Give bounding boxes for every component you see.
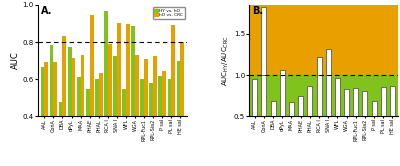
Bar bbox=[54, 62, 57, 116]
Bar bbox=[68, 47, 72, 116]
Bar bbox=[280, 70, 285, 75]
Bar bbox=[307, 86, 312, 116]
Bar bbox=[158, 76, 162, 116]
Text: B.: B. bbox=[252, 6, 263, 16]
Y-axis label: AUC$_{\mathregular{HY}}$/AUC$_{\mathregular{CRC}}$: AUC$_{\mathregular{HY}}$/AUC$_{\mathregu… bbox=[221, 35, 231, 86]
Bar bbox=[280, 75, 285, 116]
Bar bbox=[50, 45, 54, 116]
Bar bbox=[104, 11, 108, 116]
Bar bbox=[90, 15, 94, 116]
Bar bbox=[326, 49, 331, 75]
Bar bbox=[126, 24, 130, 116]
Bar bbox=[44, 62, 48, 116]
Bar bbox=[180, 42, 184, 116]
Legend: HY vs. hO, hO vs. CRC: HY vs. hO, hO vs. CRC bbox=[153, 7, 184, 19]
Bar bbox=[135, 55, 139, 116]
Bar bbox=[62, 36, 66, 116]
Bar bbox=[99, 73, 102, 116]
Bar bbox=[40, 67, 44, 116]
Bar bbox=[362, 91, 368, 116]
Bar bbox=[162, 71, 166, 116]
Bar bbox=[262, 7, 266, 75]
Bar bbox=[95, 79, 99, 116]
Bar bbox=[335, 78, 340, 116]
Bar bbox=[153, 56, 157, 116]
Bar bbox=[262, 75, 266, 116]
Bar bbox=[122, 89, 126, 116]
Bar bbox=[316, 75, 322, 116]
Bar bbox=[344, 89, 349, 116]
Bar bbox=[113, 56, 117, 116]
Bar bbox=[117, 23, 121, 116]
Bar bbox=[353, 88, 358, 116]
Bar bbox=[72, 58, 75, 116]
Bar bbox=[171, 25, 175, 116]
Bar bbox=[270, 101, 276, 116]
Bar bbox=[372, 101, 377, 116]
Bar bbox=[59, 102, 62, 116]
Text: A.: A. bbox=[41, 6, 52, 16]
Bar bbox=[144, 59, 148, 116]
Bar bbox=[77, 77, 81, 116]
Bar bbox=[177, 61, 180, 116]
Bar bbox=[298, 96, 303, 116]
Bar bbox=[249, 75, 398, 116]
Bar bbox=[108, 44, 112, 116]
Bar bbox=[131, 26, 135, 116]
Bar bbox=[316, 57, 322, 75]
Bar bbox=[252, 79, 257, 116]
Bar bbox=[86, 89, 90, 116]
Bar bbox=[81, 55, 84, 116]
Bar bbox=[326, 75, 331, 116]
Bar bbox=[390, 86, 395, 116]
Bar bbox=[168, 79, 171, 116]
Y-axis label: AUC: AUC bbox=[11, 52, 20, 69]
Bar bbox=[289, 102, 294, 116]
Bar bbox=[381, 86, 386, 116]
Bar bbox=[140, 79, 144, 116]
Bar bbox=[149, 83, 153, 116]
